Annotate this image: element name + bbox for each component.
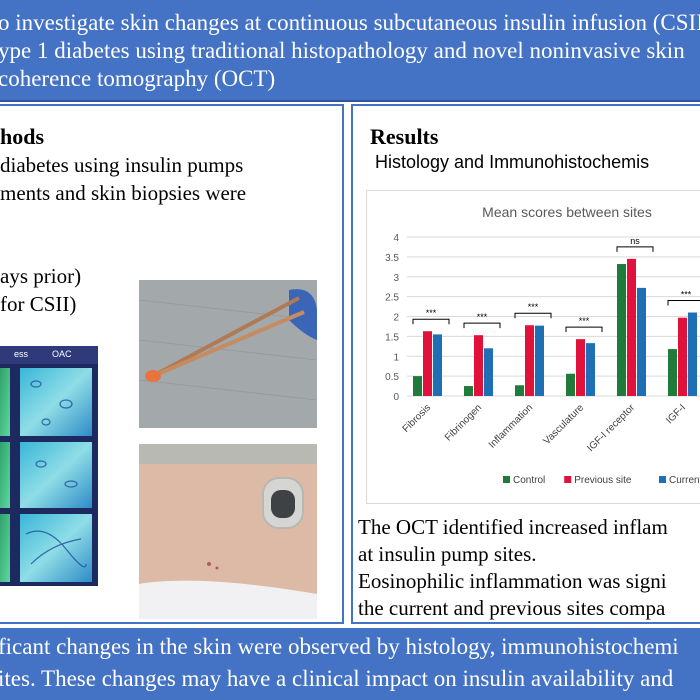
bar-current-site bbox=[484, 348, 493, 396]
significance-bracket bbox=[514, 312, 552, 319]
results-heading: Results bbox=[370, 124, 439, 149]
insulin-pump-skin-image bbox=[139, 444, 317, 619]
methods-line-2: ments and skin biopsies were bbox=[0, 181, 247, 205]
bar-previous-site bbox=[423, 331, 432, 396]
title-line-1: o investigate skin changes at continuous… bbox=[0, 10, 700, 35]
y-tick-label: 4 bbox=[393, 233, 399, 244]
methods-line-3: ays prior) bbox=[0, 264, 82, 288]
significance-bracket bbox=[616, 246, 654, 252]
y-tick-label: 1 bbox=[393, 352, 399, 363]
insulin-pump-photo bbox=[139, 444, 317, 619]
oct-image-grid bbox=[0, 364, 98, 586]
methods-line-1: diabetes using insulin pumps bbox=[0, 153, 244, 177]
bar-control bbox=[668, 349, 677, 396]
biopsy-photo bbox=[139, 280, 317, 428]
bar-previous-site bbox=[576, 339, 585, 396]
biopsy-forceps-image bbox=[139, 280, 317, 428]
results-text-2: at insulin pump sites. bbox=[358, 542, 537, 566]
bar-chart: Mean scores between sites 0 0.5 1 1.5 2 2.5 3 3… bbox=[366, 190, 700, 504]
results-text-1: The OCT identified increased inflam bbox=[358, 515, 668, 539]
significance-label: *** bbox=[681, 290, 692, 300]
results-text-4: the current and previous sites compa bbox=[358, 596, 666, 620]
significance-label: *** bbox=[426, 308, 437, 318]
category-label: IGF-I receptor bbox=[585, 402, 637, 454]
category-label: Fibrosis bbox=[401, 402, 434, 435]
conclusion-line-2: ites. These changes may have a clinical … bbox=[0, 666, 674, 691]
bar-previous-site bbox=[627, 258, 636, 396]
bar-previous-site bbox=[525, 325, 534, 396]
legend-label: Previous site bbox=[574, 475, 632, 486]
legend-swatch bbox=[564, 476, 572, 483]
y-tick-label: 3 bbox=[393, 273, 399, 284]
conclusion-line-1: ficant changes in the skin were observed… bbox=[0, 634, 679, 659]
significance-label: *** bbox=[528, 302, 539, 312]
oct-label-oac: OAC bbox=[52, 349, 72, 359]
oct-label-thickness: ess bbox=[14, 349, 29, 359]
y-tick-label: 2.5 bbox=[385, 293, 399, 304]
y-tick-label: 1.5 bbox=[385, 332, 399, 343]
title-line-3: coherence tomography (OCT) bbox=[0, 66, 276, 91]
y-tick-label: 0 bbox=[393, 392, 399, 403]
methods-panel: hods diabetes using insulin pumps ments … bbox=[0, 104, 344, 624]
methods-line-4: for CSII) bbox=[0, 292, 77, 316]
significance-bracket bbox=[565, 326, 603, 333]
oct-images bbox=[0, 368, 92, 582]
legend-label: Control bbox=[513, 475, 545, 486]
bar-control bbox=[464, 386, 473, 396]
y-tick-label: 0.5 bbox=[385, 372, 399, 383]
bar-previous-site bbox=[678, 317, 687, 396]
category-label: Fibrinogen bbox=[443, 402, 484, 443]
bar-current-site bbox=[586, 343, 595, 396]
bar-control bbox=[515, 385, 524, 396]
legend-swatch bbox=[503, 476, 510, 483]
bar-control bbox=[566, 373, 575, 396]
results-subtitle: Histology and Immunohistochemis bbox=[375, 152, 650, 172]
bar-current-site bbox=[688, 312, 697, 396]
oct-header-bar: ess OAC bbox=[0, 346, 98, 364]
significance-bracket bbox=[412, 318, 450, 325]
significance-label: ns bbox=[630, 236, 640, 246]
bar-control bbox=[617, 264, 626, 396]
bar-current-site bbox=[535, 325, 544, 396]
conclusion-banner: ficant changes in the skin were observed… bbox=[0, 628, 700, 700]
category-label: IGF-I bbox=[664, 402, 688, 426]
legend-swatch bbox=[659, 476, 666, 483]
y-tick-label: 3.5 bbox=[385, 253, 399, 264]
bar-chart-svg: Mean scores between sites 0 0.5 1 1.5 2 2.5 3 3… bbox=[385, 204, 700, 486]
legend-label: Current site bbox=[669, 475, 700, 486]
significance-bracket bbox=[463, 322, 501, 329]
title-banner: o investigate skin changes at continuous… bbox=[0, 0, 700, 102]
significance-bracket bbox=[667, 300, 700, 306]
title-line-2: ype 1 diabetes using traditional histopa… bbox=[0, 38, 685, 63]
significance-label: *** bbox=[477, 312, 488, 322]
bar-previous-site bbox=[474, 335, 483, 396]
y-tick-label: 2 bbox=[393, 313, 399, 324]
bar-current-site bbox=[637, 287, 646, 396]
chart-title: Mean scores between sites bbox=[482, 204, 652, 220]
results-panel: Results Histology and Immunohistochemis … bbox=[351, 104, 700, 624]
category-label: Vasculature bbox=[542, 402, 587, 447]
category-label: Inflammation bbox=[487, 402, 535, 450]
bar-current-site bbox=[433, 334, 442, 396]
bar-control bbox=[413, 376, 422, 396]
results-text-3: Eosinophilic inflammation was signi bbox=[358, 569, 667, 593]
methods-heading: hods bbox=[0, 124, 45, 149]
significance-label: *** bbox=[579, 316, 590, 326]
